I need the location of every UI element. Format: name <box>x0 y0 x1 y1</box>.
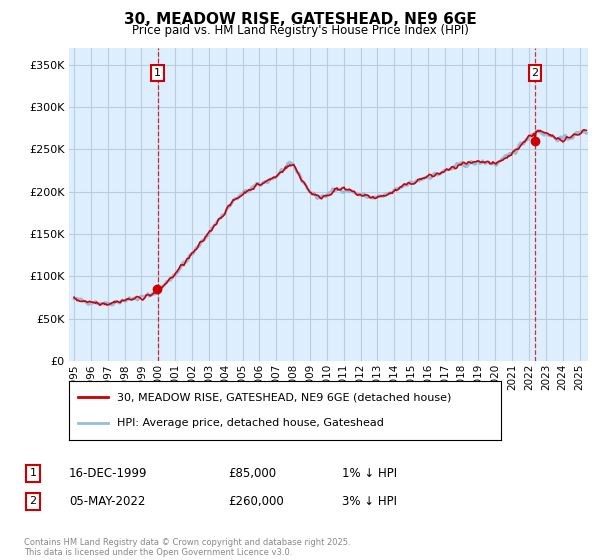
Text: 2: 2 <box>29 496 37 506</box>
Text: £260,000: £260,000 <box>228 494 284 508</box>
Text: Contains HM Land Registry data © Crown copyright and database right 2025.
This d: Contains HM Land Registry data © Crown c… <box>24 538 350 557</box>
Text: 30, MEADOW RISE, GATESHEAD, NE9 6GE (detached house): 30, MEADOW RISE, GATESHEAD, NE9 6GE (det… <box>116 392 451 402</box>
Text: 16-DEC-1999: 16-DEC-1999 <box>69 466 148 480</box>
Text: Price paid vs. HM Land Registry's House Price Index (HPI): Price paid vs. HM Land Registry's House … <box>131 24 469 37</box>
Text: HPI: Average price, detached house, Gateshead: HPI: Average price, detached house, Gate… <box>116 418 383 428</box>
Text: £85,000: £85,000 <box>228 466 276 480</box>
Text: 1% ↓ HPI: 1% ↓ HPI <box>342 466 397 480</box>
Text: 2: 2 <box>532 68 538 78</box>
Text: 30, MEADOW RISE, GATESHEAD, NE9 6GE: 30, MEADOW RISE, GATESHEAD, NE9 6GE <box>124 12 476 27</box>
Text: 1: 1 <box>29 468 37 478</box>
Text: 05-MAY-2022: 05-MAY-2022 <box>69 494 145 508</box>
Text: 3% ↓ HPI: 3% ↓ HPI <box>342 494 397 508</box>
Text: 1: 1 <box>154 68 161 78</box>
